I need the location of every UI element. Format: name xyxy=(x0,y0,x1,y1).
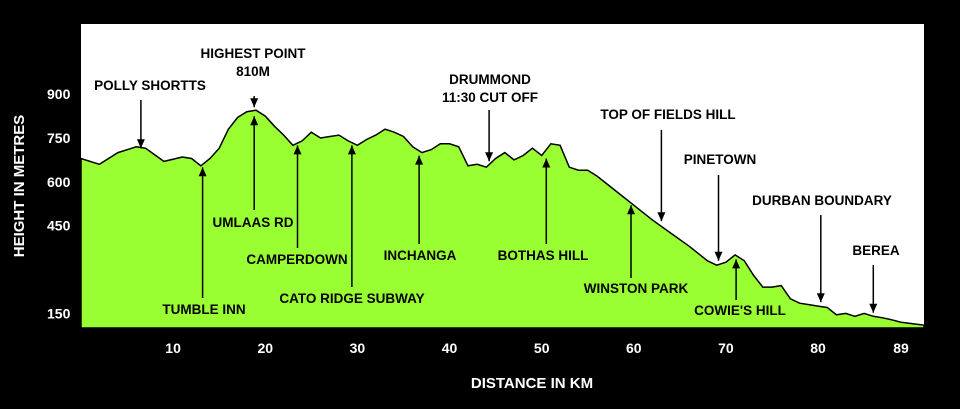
y-tick-label: 150 xyxy=(47,305,71,321)
annotation-label: DRUMMOND xyxy=(449,72,531,87)
annotation-arrowhead xyxy=(627,205,635,215)
annotation-label: WINSTON PARK xyxy=(584,281,689,296)
x-tick-label: 70 xyxy=(718,340,734,356)
annotation-label: TOP OF FIELDS HILL xyxy=(600,107,735,122)
annotation-arrowhead xyxy=(485,152,494,162)
annotation-arrowhead xyxy=(816,293,825,303)
annotation-label: UMLAAS RD xyxy=(213,215,294,230)
annotation-arrowhead xyxy=(136,139,145,149)
x-tick-label: 10 xyxy=(165,340,181,356)
annotation-arrowhead xyxy=(198,167,207,177)
y-tick-label: 450 xyxy=(47,218,71,234)
annotation-arrowhead xyxy=(869,303,878,313)
x-axis-title: DISTANCE IN KM xyxy=(471,375,593,392)
annotation-label: CATO RIDGE SUBWAY xyxy=(279,291,424,306)
x-tick-label: 60 xyxy=(626,340,642,356)
annotation-label: COWIE'S HILL xyxy=(694,303,786,318)
annotation-arrowhead xyxy=(657,212,666,222)
x-tick-label: 80 xyxy=(810,340,826,356)
annotation-label: INCHANGA xyxy=(384,248,457,263)
x-tick-label: 89 xyxy=(893,340,909,356)
y-tick-label: 750 xyxy=(47,130,71,146)
y-axis-title: HEIGHT IN METRES xyxy=(11,115,28,258)
y-tick-label: 900 xyxy=(47,86,71,102)
annotation-label: TUMBLE INN xyxy=(162,302,245,317)
annotation-label: PINETOWN xyxy=(684,152,757,167)
x-tick-label: 30 xyxy=(350,340,366,356)
annotation-label: CAMPERDOWN xyxy=(246,252,347,267)
annotation-arrowhead xyxy=(542,158,551,168)
annotation-label: BOTHAS HILL xyxy=(498,248,589,263)
annotation-label: BEREA xyxy=(852,243,900,258)
y-tick-label: 600 xyxy=(47,174,71,190)
annotation-label-line2: 810M xyxy=(236,64,270,79)
annotation-arrowhead xyxy=(347,145,356,155)
annotation-arrowhead xyxy=(714,251,723,261)
annotation-label: DURBAN BOUNDARY xyxy=(752,193,892,208)
x-tick-label: 20 xyxy=(258,340,274,356)
annotation-label: POLLY SHORTTS xyxy=(94,78,206,93)
annotation-arrowhead xyxy=(293,145,302,155)
annotation-arrowhead xyxy=(250,98,259,108)
annotation-arrowhead xyxy=(732,259,741,269)
annotation-arrowhead xyxy=(250,116,259,126)
elevation-area xyxy=(80,109,925,329)
annotation-arrowhead xyxy=(415,155,424,165)
x-tick-label: 40 xyxy=(442,340,458,356)
annotation-label-line2: 11:30 CUT OFF xyxy=(442,90,538,105)
x-tick-label: 50 xyxy=(534,340,550,356)
annotation-label: HIGHEST POINT xyxy=(200,46,306,61)
